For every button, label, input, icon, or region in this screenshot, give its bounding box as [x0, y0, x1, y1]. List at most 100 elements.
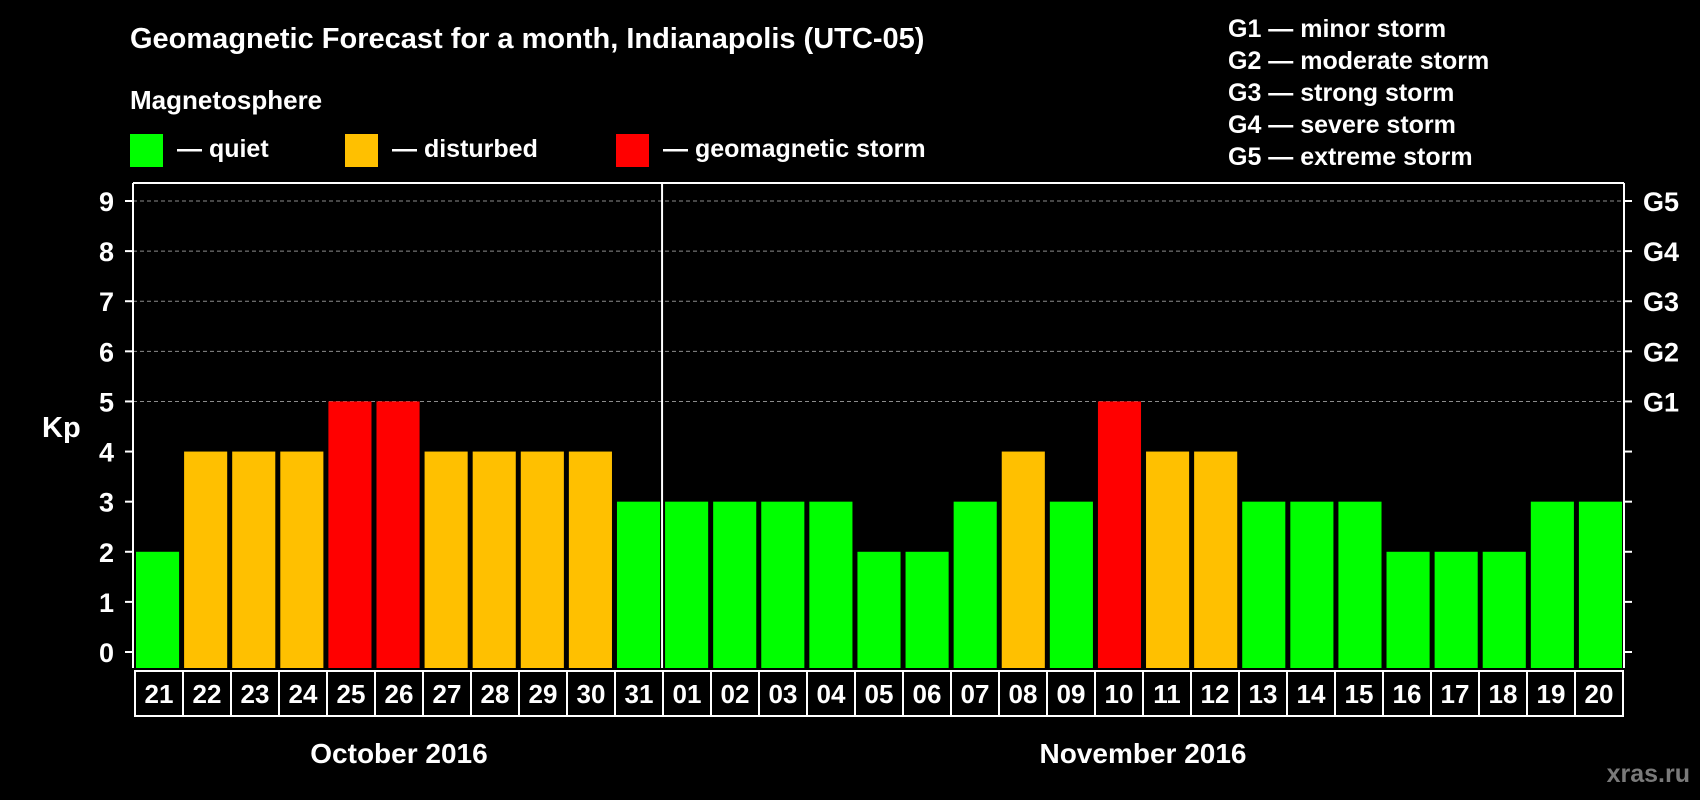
y-tick-label-0: 0	[99, 638, 114, 668]
bar-09	[1049, 501, 1093, 668]
storm-axis-label-g2: G2	[1643, 337, 1679, 367]
legend-label-storm: — geomagnetic storm	[663, 135, 926, 163]
day-label-20: 20	[1585, 679, 1614, 709]
bar-25	[328, 401, 372, 668]
day-label-03: 03	[769, 679, 798, 709]
day-label-18: 18	[1489, 679, 1518, 709]
y-tick-label-1: 1	[99, 588, 114, 618]
day-label-31: 31	[625, 679, 654, 709]
bar-22	[184, 451, 228, 668]
day-label-15: 15	[1345, 679, 1374, 709]
chart-title: Geomagnetic Forecast for a month, Indian…	[130, 23, 924, 55]
day-label-28: 28	[481, 679, 510, 709]
bar-05	[857, 551, 901, 668]
storm-scale-g2: G2 — moderate storm	[1228, 47, 1489, 75]
legend-label-disturbed: — disturbed	[392, 135, 538, 163]
bar-17	[1434, 551, 1478, 668]
bar-18	[1482, 551, 1526, 668]
bar-31	[616, 501, 661, 668]
day-label-23: 23	[241, 679, 270, 709]
day-label-13: 13	[1249, 679, 1278, 709]
storm-axis-label-g4: G4	[1643, 237, 1679, 267]
month-label-1: November 2016	[1039, 738, 1246, 769]
legend-label-quiet: — quiet	[177, 135, 269, 163]
bar-10	[1097, 401, 1142, 668]
bar-26	[376, 401, 420, 668]
bar-04	[809, 501, 853, 668]
day-label-frame	[134, 670, 1624, 717]
storm-scale-g4: G4 — severe storm	[1228, 111, 1456, 139]
y-tick-label-2: 2	[99, 538, 114, 568]
legend-swatch-disturbed	[345, 134, 378, 167]
day-label-12: 12	[1201, 679, 1230, 709]
storm-scale-g5: G5 — extreme storm	[1228, 143, 1473, 171]
month-labels: October 2016 November 2016	[310, 738, 1246, 769]
day-label-06: 06	[913, 679, 942, 709]
bar-11	[1146, 451, 1190, 668]
day-labels: 21 22 23 24 25 26 27 28 29 30 31 01 02 03 04 05 06 07 08 09…	[134, 670, 1624, 717]
day-label-11: 11	[1153, 679, 1181, 709]
month-label-0: October 2016	[310, 738, 487, 769]
day-label-19: 19	[1537, 679, 1566, 709]
day-label-07: 07	[961, 679, 990, 709]
legend: — quiet — disturbed — geomagnetic storm	[130, 134, 926, 167]
bar-15	[1338, 501, 1382, 668]
bar-07	[953, 501, 997, 668]
bar-12	[1194, 451, 1238, 668]
day-label-24: 24	[289, 679, 318, 709]
day-label-04: 04	[817, 679, 846, 709]
y-tick-label-7: 7	[99, 287, 114, 317]
day-label-14: 14	[1297, 679, 1326, 709]
storm-scale-legend: G1 — minor storm G2 — moderate storm G3 …	[1228, 15, 1489, 171]
bar-20	[1578, 501, 1622, 668]
y-ticks: 0 1 2 3 4 5 6 7 8 9	[99, 187, 1632, 668]
axes	[132, 182, 1625, 668]
bar-08	[1001, 451, 1045, 668]
legend-swatch-quiet	[130, 134, 163, 167]
day-label-22: 22	[193, 679, 222, 709]
bar-27	[424, 451, 468, 668]
day-label-01: 01	[673, 679, 702, 709]
bar-29	[520, 451, 564, 668]
bar-24	[280, 451, 324, 668]
day-label-26: 26	[385, 679, 414, 709]
storm-axis-label-g3: G3	[1643, 287, 1679, 317]
day-label-09: 09	[1057, 679, 1086, 709]
storm-scale-g3: G3 — strong storm	[1228, 79, 1454, 107]
bar-21	[136, 551, 180, 668]
day-label-29: 29	[529, 679, 558, 709]
day-label-30: 30	[577, 679, 606, 709]
legend-swatch-storm	[616, 134, 649, 167]
bar-01	[665, 501, 709, 668]
y-tick-label-4: 4	[99, 438, 114, 468]
day-label-05: 05	[865, 679, 894, 709]
bar-14	[1290, 501, 1334, 668]
bar-19	[1530, 501, 1574, 668]
storm-axis-label-g5: G5	[1643, 187, 1679, 217]
bar-06	[905, 551, 949, 668]
bar-28	[472, 451, 516, 668]
bars	[136, 401, 1622, 668]
bar-30	[568, 451, 612, 668]
storm-axis-label-g1: G1	[1643, 387, 1679, 417]
legend-heading: Magnetosphere	[130, 85, 322, 115]
bar-02	[713, 501, 757, 668]
bar-03	[761, 501, 805, 668]
day-label-21: 21	[145, 679, 174, 709]
y-tick-label-3: 3	[99, 488, 114, 518]
day-label-08: 08	[1009, 679, 1038, 709]
day-label-17: 17	[1441, 679, 1470, 709]
y-tick-label-9: 9	[99, 187, 114, 217]
y-axis-label: Kp	[42, 412, 81, 444]
y-tick-label-8: 8	[99, 237, 114, 267]
storm-axis: G1 G2 G3 G4 G5	[1643, 187, 1679, 417]
day-label-02: 02	[721, 679, 750, 709]
bar-23	[232, 451, 276, 668]
bar-13	[1242, 501, 1286, 668]
day-label-10: 10	[1105, 679, 1134, 709]
watermark: xras.ru	[1607, 760, 1690, 788]
y-tick-label-5: 5	[99, 387, 114, 417]
day-label-27: 27	[433, 679, 462, 709]
day-label-16: 16	[1393, 679, 1422, 709]
